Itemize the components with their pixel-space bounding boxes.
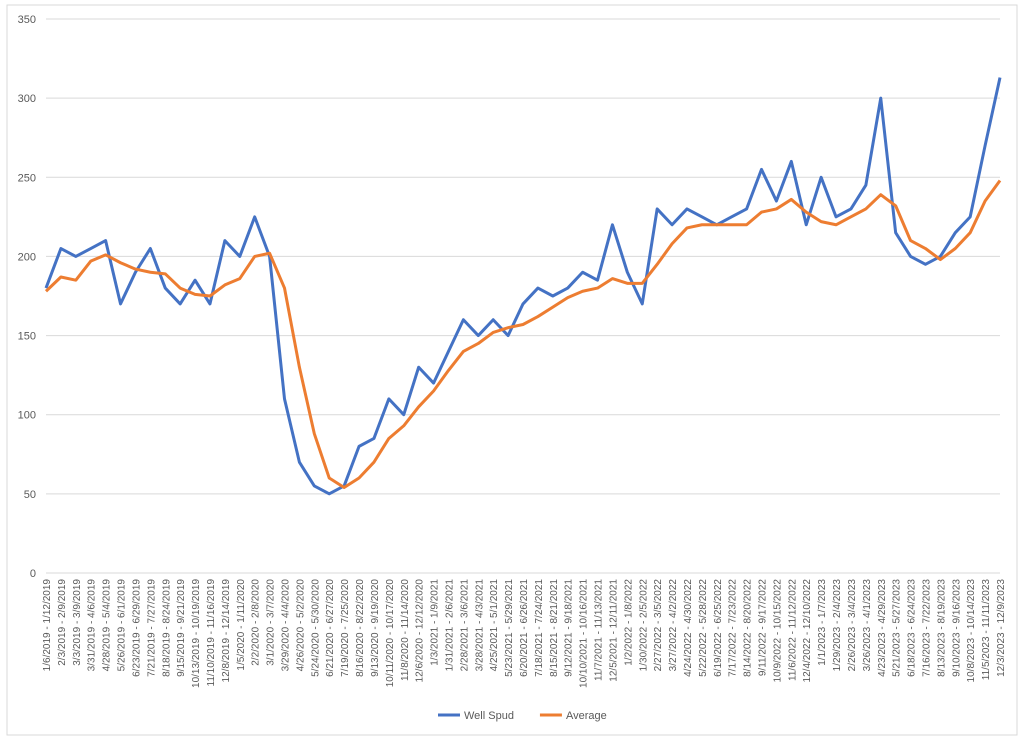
- legend-label: Average: [566, 710, 607, 722]
- x-tick-label: 6/20/2021 - 6/26/2021: [519, 579, 530, 677]
- x-tick-label: 10/9/2022 - 10/15/2022: [772, 579, 783, 683]
- line-series: [44, 179, 1002, 490]
- x-tick-label: 11/6/2022 - 11/12/2022: [787, 579, 798, 681]
- x-tick-label: 8/13/2023 - 8/19/2023: [936, 579, 947, 677]
- x-tick-label: 7/16/2023 - 7/22/2023: [921, 579, 932, 677]
- x-tick-label: 3/1/2020 - 3/7/2020: [266, 579, 277, 666]
- x-tick-label: 9/15/2019 - 9/21/2019: [176, 579, 187, 677]
- x-tick-label: 10/11/2020 - 10/17/2020: [385, 579, 396, 688]
- x-tick-label: 6/18/2023 - 6/24/2023: [907, 579, 918, 677]
- y-tick-label: 250: [18, 172, 36, 184]
- x-tick-label: 12/4/2022 - 12/10/2022: [802, 579, 813, 683]
- x-tick-label: 9/10/2023 - 9/16/2023: [951, 579, 962, 677]
- x-tick-label: 10/13/2019 - 10/19/2019: [191, 579, 202, 688]
- x-tick-label: 12/6/2020 - 12/12/2020: [415, 579, 426, 683]
- x-tick-label: 6/23/2019 - 6/29/2019: [131, 579, 142, 677]
- x-tick-label: 1/6/2019 - 1/12/2019: [42, 579, 53, 672]
- x-tick-label: 6/21/2020 - 6/27/2020: [325, 579, 336, 677]
- x-tick-label: 4/23/2023 - 4/29/2023: [877, 579, 888, 677]
- x-tick-label: 5/24/2020 - 5/30/2020: [310, 579, 321, 677]
- x-tick-label: 1/31/2021 - 2/6/2021: [444, 579, 455, 672]
- x-tick-label: 11/7/2021 - 11/13/2021: [594, 579, 605, 681]
- x-tick-label: 8/18/2019 - 8/24/2019: [161, 579, 172, 677]
- x-tick-label: 1/30/2022 - 2/5/2022: [638, 579, 649, 672]
- x-tick-label: 11/8/2020 - 11/14/2020: [400, 579, 411, 681]
- chart-area: [6, 4, 1018, 736]
- x-tick-label: 5/26/2019 - 6/1/2019: [117, 579, 128, 672]
- x-tick-label: 2/26/2023 - 3/4/2023: [847, 579, 858, 672]
- x-tick-label: 11/5/2023 - 11/11/2023: [981, 579, 992, 681]
- y-tick-label: 350: [18, 14, 36, 26]
- x-tick-label: 8/15/2021 - 8/21/2021: [549, 579, 560, 677]
- x-tick-label: 12/3/2023 - 12/9/2023: [996, 579, 1007, 677]
- x-tick-label: 7/21/2019 - 7/27/2019: [146, 579, 157, 677]
- x-tick-label: 2/3/2019 - 2/9/2019: [57, 579, 68, 666]
- y-tick-label: 50: [24, 489, 36, 501]
- x-tick-label: 1/3/2021 - 1/9/2021: [430, 579, 441, 666]
- x-tick-label: 3/31/2019 - 4/6/2019: [87, 579, 98, 672]
- x-tick-label: 9/11/2022 - 9/17/2022: [758, 579, 769, 677]
- x-tick-label: 1/29/2023 - 2/4/2023: [832, 579, 843, 672]
- x-tick-label: 10/10/2021 - 10/16/2021: [579, 579, 590, 688]
- x-tick-label: 12/8/2019 - 12/14/2019: [221, 579, 232, 683]
- x-tick-label: 9/13/2020 - 9/19/2020: [370, 579, 381, 677]
- x-tick-label: 3/3/2019 - 3/9/2019: [72, 579, 83, 666]
- x-tick-label: 5/21/2023 - 5/27/2023: [892, 579, 903, 677]
- x-tick-label: 8/16/2020 - 8/22/2020: [355, 579, 366, 677]
- y-tick-label: 0: [30, 568, 36, 580]
- x-tick-label: 7/19/2020 - 7/25/2020: [340, 579, 351, 677]
- x-tick-label: 4/28/2019 - 5/4/2019: [102, 579, 113, 672]
- x-tick-label: 3/29/2020 - 4/4/2020: [281, 579, 292, 672]
- x-tick-label: 10/8/2023 - 10/14/2023: [966, 579, 977, 683]
- x-tick-label: 4/25/2021 - 5/1/2021: [489, 579, 500, 672]
- y-tick-label: 200: [18, 251, 36, 263]
- x-tick-label: 1/5/2020 - 1/11/2020: [236, 579, 247, 671]
- x-tick-label: 12/5/2021 - 12/11/2021: [608, 579, 619, 682]
- y-tick-label: 300: [18, 93, 36, 105]
- x-tick-label: 5/23/2021 - 5/29/2021: [504, 579, 515, 677]
- x-tick-label: 4/24/2022 - 4/30/2022: [683, 579, 694, 677]
- x-tick-label: 3/27/2022 - 4/2/2022: [668, 579, 679, 672]
- x-tick-label: 1/2/2022 - 1/8/2022: [623, 579, 634, 666]
- x-tick-label: 2/27/2022 - 3/5/2022: [653, 579, 664, 672]
- x-tick-label: 11/10/2019 - 11/16/2019: [206, 579, 217, 687]
- x-tick-label: 6/19/2022 - 6/25/2022: [713, 579, 724, 677]
- x-tick-label: 8/14/2022 - 8/20/2022: [743, 579, 754, 677]
- x-tick-label: 7/17/2022 - 7/23/2022: [728, 579, 739, 677]
- legend-label: Well Spud: [464, 710, 514, 722]
- y-tick-label: 100: [18, 410, 36, 422]
- x-tick-label: 2/2/2020 - 2/8/2020: [251, 579, 262, 666]
- y-tick-label: 150: [18, 331, 36, 343]
- x-tick-label: 2/28/2021 - 3/6/2021: [459, 579, 470, 672]
- x-tick-label: 3/26/2023 - 4/1/2023: [862, 579, 873, 672]
- x-tick-label: 1/1/2023 - 1/7/2023: [817, 579, 828, 666]
- x-tick-label: 7/18/2021 - 7/24/2021: [534, 579, 545, 677]
- x-tick-label: 5/22/2022 - 5/28/2022: [698, 579, 709, 677]
- x-tick-label: 3/28/2021 - 4/3/2021: [474, 579, 485, 672]
- x-tick-label: 9/12/2021 - 9/18/2021: [564, 579, 575, 677]
- x-tick-label: 4/26/2020 - 5/2/2020: [295, 579, 306, 672]
